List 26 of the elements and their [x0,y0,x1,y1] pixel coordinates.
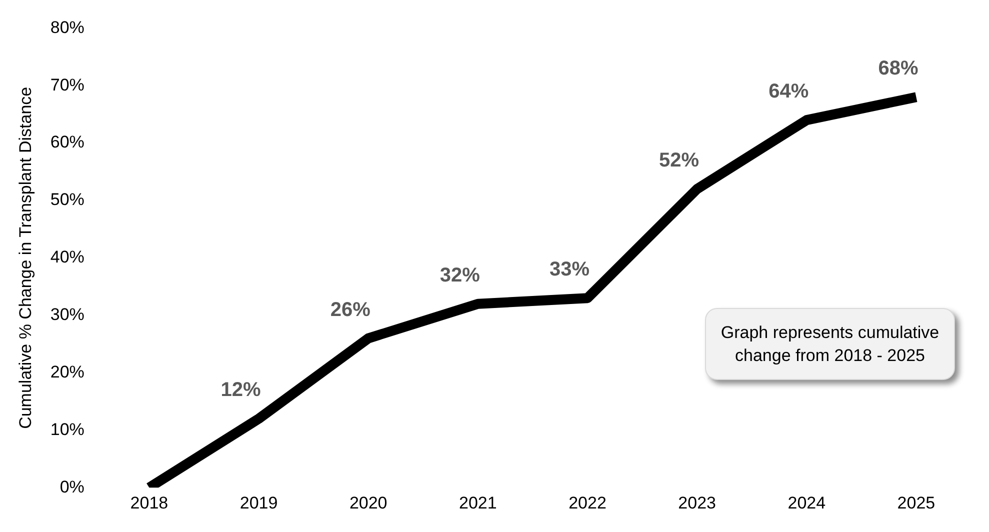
y-tick-label: 10% [50,420,84,439]
y-tick-label: 20% [50,362,84,382]
annotation: Graph represents cumulative change from 2018 - 2025 [705,308,955,380]
data-label: 12% [220,379,262,402]
y-tick-label: 40% [50,248,84,267]
y-tick-label: 70% [50,75,84,94]
data-label: 64% [768,80,809,103]
y-axis-title: Cumulative % Change in Transplant Distance [16,86,35,429]
x-tick-label: 2019 [240,493,278,512]
y-tick-label: 0% [60,477,84,496]
data-label: 68% [878,58,918,80]
data-label: 33% [549,258,590,281]
x-tick-label: 2022 [568,493,606,512]
x-tick-label: 2021 [459,493,497,512]
x-tick-label: 2024 [788,493,826,512]
data-label: 32% [440,264,480,286]
y-tick-label: 80% [50,18,84,37]
x-tick-label: 2023 [678,493,716,512]
y-tick-label: 30% [50,305,84,324]
y-tick-label: 60% [50,132,84,152]
y-tick-label: 50% [50,190,84,210]
x-tick-label: 2025 [897,493,936,512]
data-label: 26% [330,298,371,321]
x-tick-label: 2020 [349,493,388,512]
data-label: 52% [659,150,700,172]
x-tick-label: 2018 [130,493,168,512]
